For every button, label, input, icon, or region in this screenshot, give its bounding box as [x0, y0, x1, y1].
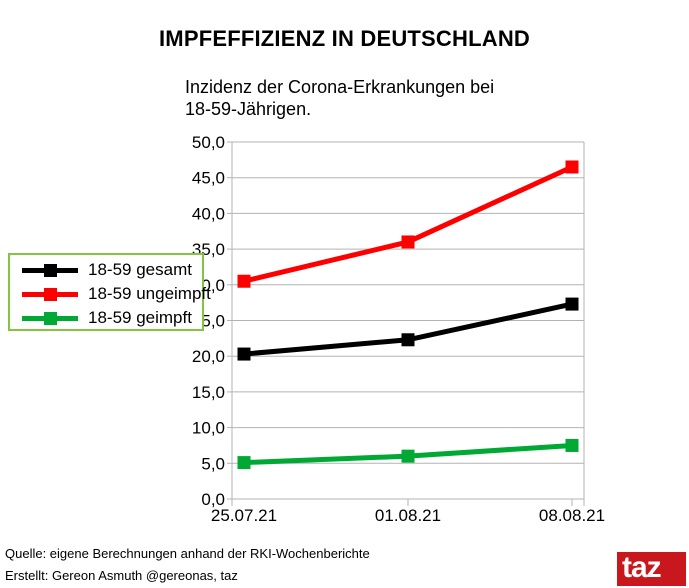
y-axis-tick-label: 10,0	[192, 419, 225, 438]
legend-line-marker-icon	[22, 311, 78, 325]
y-axis-tick-label: 45,0	[192, 169, 225, 188]
y-axis-tick-label: 15,0	[192, 383, 225, 402]
data-point-marker	[401, 235, 415, 249]
y-axis-tick-label: 50,0	[192, 133, 225, 152]
legend-line-marker-icon	[22, 263, 78, 277]
data-point-marker	[237, 347, 251, 361]
legend-label: 18-59 geimpft	[88, 308, 192, 327]
series-line-0	[243, 301, 573, 357]
chart-legend: 18-59 gesamt 18-59 ungeimpft 18-59 geimpft	[8, 253, 211, 331]
y-axis-tick-label: 5,0	[201, 454, 225, 473]
legend-item-0: 18-59 gesamt	[22, 258, 198, 282]
legend-item-1: 18-59 ungeimpft	[22, 282, 211, 306]
footer: Quelle: eigene Berechnungen anhand der R…	[5, 543, 370, 587]
data-point-marker	[565, 160, 579, 174]
taz-logo-text: taz	[622, 551, 662, 584]
legend-label: 18-59 ungeimpft	[88, 284, 211, 303]
legend-line-marker-icon	[22, 287, 78, 301]
data-point-marker	[565, 297, 579, 311]
series-line-1	[243, 164, 574, 284]
legend-item-2: 18-59 geimpft	[22, 306, 198, 330]
data-point-marker	[401, 333, 415, 347]
data-point-marker	[237, 456, 251, 470]
data-point-marker	[565, 438, 579, 452]
chart-title: IMPFEFFIZIENZ IN DEUTSCHLAND	[158, 26, 531, 51]
x-axis-tick-label: 25.07.21	[211, 506, 277, 525]
y-axis-tick-label: 20,0	[192, 347, 225, 366]
taz-logo: taz	[617, 552, 686, 586]
x-axis-tick-label: 01.08.21	[375, 506, 441, 525]
y-axis-tick-label: 40,0	[192, 204, 225, 223]
source-note: Quelle: eigene Berechnungen anhand der R…	[5, 546, 370, 561]
chart-subtitle: Inzidenz der Corona-Erkrankungen bei 18-…	[185, 77, 495, 119]
data-point-marker	[401, 449, 415, 463]
x-axis-tick-label: 08.08.21	[539, 506, 605, 525]
legend-label: 18-59 gesamt	[88, 260, 192, 279]
credit-note: Erstellt: Gereon Asmuth @gereonas, taz	[5, 568, 238, 583]
data-point-marker	[237, 274, 251, 288]
y-axis-tick-label: 0,0	[201, 490, 225, 509]
